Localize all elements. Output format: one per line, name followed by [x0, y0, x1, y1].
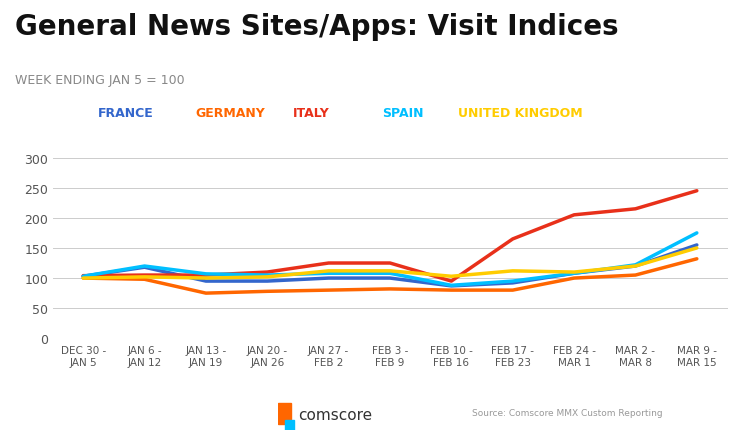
Text: GERMANY: GERMANY: [195, 106, 265, 119]
Text: WEEK ENDING JAN 5 = 100: WEEK ENDING JAN 5 = 100: [15, 74, 184, 87]
Text: Source: Comscore MMX Custom Reporting: Source: Comscore MMX Custom Reporting: [472, 408, 663, 417]
Text: SPAIN: SPAIN: [382, 106, 424, 119]
Text: FRANCE: FRANCE: [98, 106, 153, 119]
Text: UNITED KINGDOM: UNITED KINGDOM: [458, 106, 582, 119]
FancyBboxPatch shape: [285, 420, 294, 430]
Text: General News Sites/Apps: Visit Indices: General News Sites/Apps: Visit Indices: [15, 13, 619, 41]
FancyBboxPatch shape: [278, 403, 291, 424]
Text: comscore: comscore: [298, 407, 373, 422]
Text: ITALY: ITALY: [292, 106, 329, 119]
